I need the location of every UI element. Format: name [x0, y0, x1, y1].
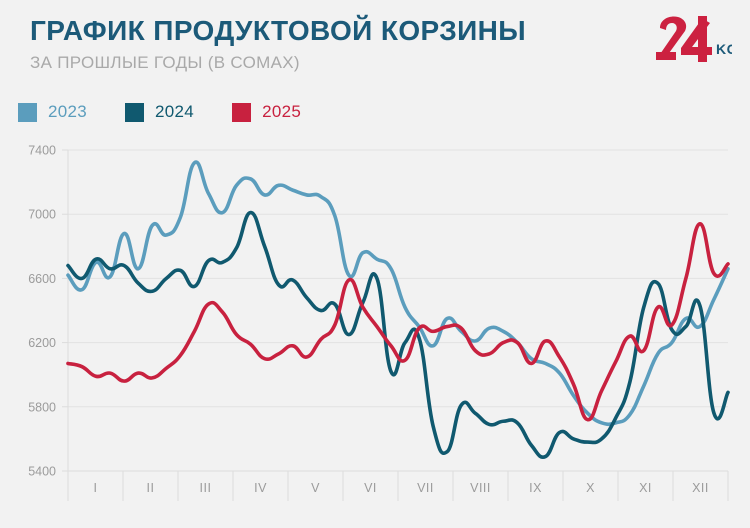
x-tick-label: V	[311, 481, 320, 495]
x-axis	[67, 150, 729, 501]
x-tick-label: X	[586, 481, 595, 495]
y-axis-labels: 5400 5800 6200 6600 7000 7400	[28, 144, 56, 479]
legend-swatch-2025	[232, 102, 252, 122]
series-line-2023	[66, 160, 730, 427]
y-tick-label: 5400	[28, 465, 56, 479]
series-line-2024	[66, 210, 730, 459]
x-tick-label: VII	[417, 481, 434, 495]
svg-text:KG: KG	[716, 41, 732, 57]
legend-label-2025: 2025	[262, 102, 302, 121]
x-axis-labels: I II III IV V VI VII VIII IX X XI XII	[94, 481, 709, 495]
legend-label-2023: 2023	[48, 102, 88, 121]
legend-item-2023[interactable]: 2023	[18, 102, 87, 122]
x-tick-label: IX	[529, 481, 542, 495]
chart-container: 5400 5800 6200 6600 7000 7400 I II III IV V VI VII V…	[0, 130, 750, 528]
y-tick-label: 5800	[28, 400, 56, 414]
x-tick-label: IV	[254, 481, 267, 495]
y-tick-label: 6600	[28, 272, 56, 286]
x-tick-label: VIII	[470, 481, 491, 495]
x-tick-label: XII	[692, 481, 709, 495]
x-tick-label: XI	[639, 481, 652, 495]
page-title: ГРАФИК ПРОДУКТОВОЙ КОРЗИНЫ	[30, 15, 527, 46]
page-subtitle: ЗА ПРОШЛЫЕ ГОДЫ (В СОМАХ)	[30, 53, 300, 73]
brand-logo: KG	[654, 14, 738, 66]
chart-legend: 2023 2024 2025	[18, 102, 339, 122]
legend-item-2024[interactable]: 2024	[125, 102, 194, 122]
series-lines	[66, 160, 730, 459]
y-tick-label: 7400	[28, 144, 56, 158]
y-tick-label: 7000	[28, 208, 56, 222]
x-tick-label: III	[200, 481, 212, 495]
series-line-2025	[66, 222, 730, 422]
logo-icon: KG	[656, 16, 738, 62]
x-tick-label: II	[147, 481, 155, 495]
legend-label-2024: 2024	[155, 102, 195, 121]
header: ГРАФИК ПРОДУКТОВОЙ КОРЗИНЫ ЗА ПРОШЛЫЕ ГО…	[30, 16, 670, 73]
legend-swatch-2023	[18, 102, 37, 122]
grid-lines	[62, 149, 728, 472]
x-tick-label: VI	[364, 481, 377, 495]
legend-item-2025[interactable]: 2025	[232, 102, 301, 122]
x-tick-label: I	[94, 481, 98, 495]
legend-swatch-2024	[125, 102, 145, 122]
y-tick-label: 6200	[28, 336, 56, 350]
